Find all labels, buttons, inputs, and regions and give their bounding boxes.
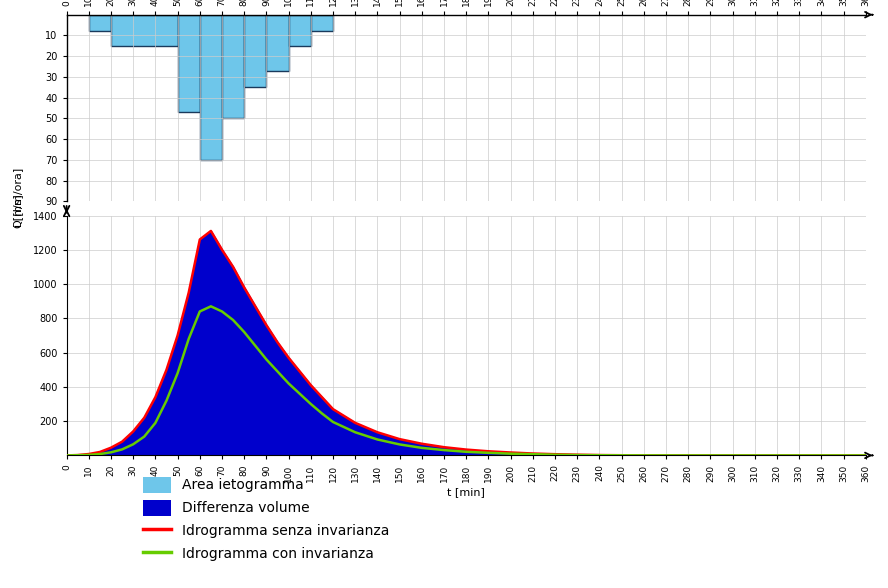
- Y-axis label: Q [l/s]: Q [l/s]: [12, 194, 23, 228]
- Legend: Area ietogramma, Differenza volume, Idrogramma senza invarianza, Idrogramma con : Area ietogramma, Differenza volume, Idro…: [138, 471, 395, 567]
- X-axis label: t [min]: t [min]: [448, 487, 485, 497]
- Y-axis label: i [mm/ora]: i [mm/ora]: [12, 168, 23, 227]
- Bar: [200, 15, 222, 160]
- Bar: [311, 15, 333, 31]
- Bar: [178, 15, 200, 112]
- Bar: [222, 15, 244, 118]
- Bar: [266, 15, 289, 71]
- Bar: [89, 15, 111, 31]
- Bar: [244, 15, 266, 87]
- Bar: [111, 15, 178, 46]
- Bar: [289, 15, 311, 46]
